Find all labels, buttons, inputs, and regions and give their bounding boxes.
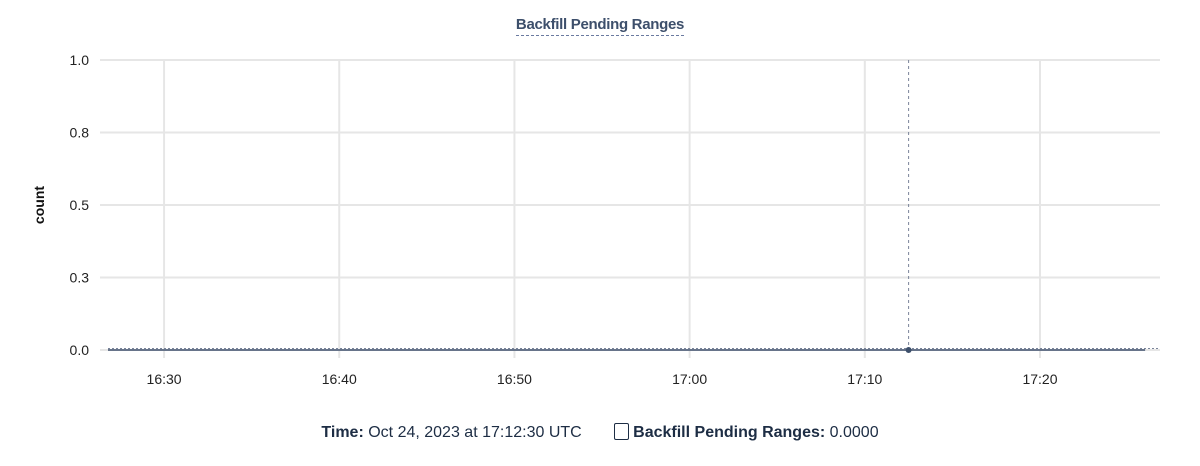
hover-legend: Time: Oct 24, 2023 at 17:12:30 UTC Backf… [0,423,1200,442]
x-tick-label: 17:20 [1022,371,1057,387]
y-axis-label: count [31,186,47,224]
hover-point [905,347,912,353]
series-value: 0.0000 [829,424,879,441]
chart-title[interactable]: Backfill Pending Ranges [515,16,684,36]
x-tick-label: 17:10 [847,371,882,387]
y-tick-label: 1.0 [70,52,90,68]
time-value: Oct 24, 2023 at 17:12:30 UTC [368,424,582,441]
x-tick-label: 16:40 [322,371,357,387]
y-tick-label: 0.5 [70,197,90,213]
chart-title-wrap: Backfill Pending Ranges [0,16,1200,36]
y-tick-label: 0.0 [70,342,90,358]
series-label: Backfill Pending Ranges: [633,424,826,441]
series-checkbox[interactable] [614,423,630,440]
x-tick-label: 16:50 [497,371,532,387]
time-label: Time: [321,424,364,441]
y-tick-label: 0.8 [70,125,90,141]
x-tick-label: 17:00 [672,371,707,387]
x-tick-label: 16:30 [147,371,182,387]
y-tick-label: 0.3 [70,270,90,286]
